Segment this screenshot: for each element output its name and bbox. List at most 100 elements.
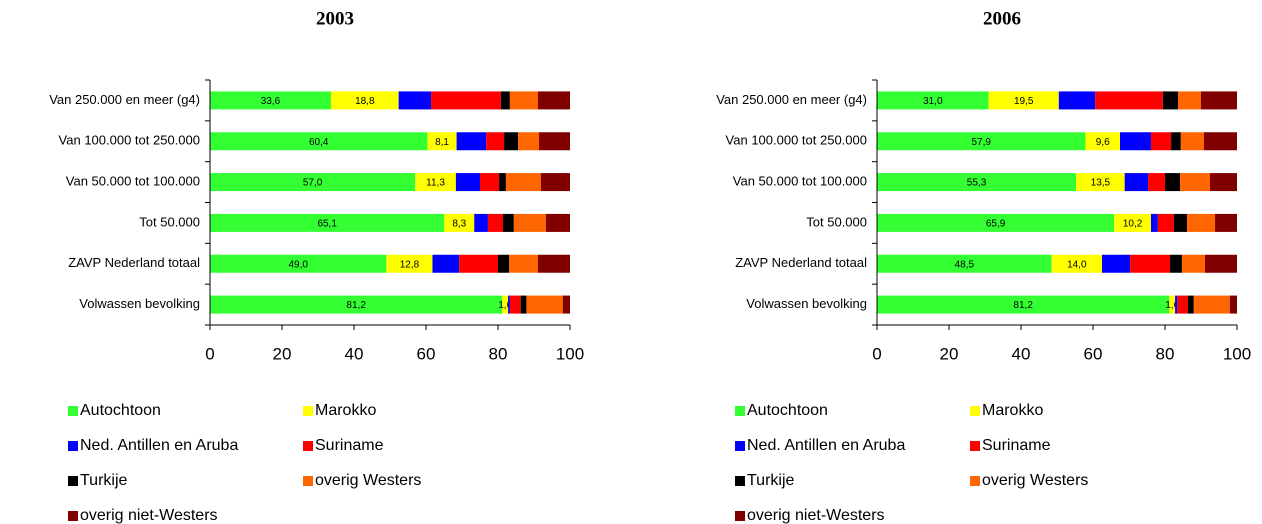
bar-segment <box>540 173 570 192</box>
bar-segment <box>1165 173 1181 192</box>
legend-label: Ned. Antillen en Aruba <box>80 437 238 454</box>
bar-segment <box>432 254 460 273</box>
bar-segment <box>877 295 1170 314</box>
legend-swatch <box>303 441 313 451</box>
data-label: 8,1 <box>435 137 449 148</box>
bar-segment <box>486 132 505 151</box>
bar-segment <box>210 295 503 314</box>
data-label: 48,5 <box>955 259 975 270</box>
data-label: 14,0 <box>1067 259 1087 270</box>
bar-segment <box>1058 91 1096 110</box>
data-label: 11,3 <box>426 178 445 189</box>
legend-swatch <box>970 476 980 486</box>
data-label: 55,3 <box>967 178 987 189</box>
bar-segment <box>427 132 457 151</box>
bar-segment <box>1174 213 1187 232</box>
bar-segment <box>1124 173 1149 192</box>
bar-segment <box>499 173 506 192</box>
legend-swatch <box>68 441 78 451</box>
x-tick-label: 60 <box>417 344 436 363</box>
data-label: 60,4 <box>309 137 329 148</box>
data-label: 49,0 <box>288 259 308 270</box>
bar-segment <box>1175 295 1178 314</box>
bar-segment <box>545 213 570 232</box>
bar-segment <box>1076 173 1125 192</box>
bar-segment <box>1120 132 1151 151</box>
bar-segment <box>474 213 488 232</box>
legend-swatch <box>68 511 78 521</box>
bar-segment <box>210 132 428 151</box>
legend-label: Autochtoon <box>747 402 828 419</box>
bar-segment <box>1157 213 1174 232</box>
legend-label: Marokko <box>315 402 376 419</box>
x-tick-label: 40 <box>1012 344 1031 363</box>
bar-segment <box>1204 254 1237 273</box>
legend-swatch <box>68 406 78 416</box>
bar-segment <box>502 295 509 314</box>
bar-segment <box>1201 91 1237 110</box>
category-label: Tot 50.000 <box>139 214 200 229</box>
legend-swatch <box>303 406 313 416</box>
legend-label: overig Westers <box>315 472 421 489</box>
legend-label: Suriname <box>982 437 1051 454</box>
bar-segment <box>1114 213 1151 232</box>
data-label: 65,9 <box>986 219 1006 230</box>
category-label: ZAVP Nederland totaal <box>735 255 867 270</box>
bar-segment <box>398 91 432 110</box>
bar-segment <box>456 132 487 151</box>
data-label: 31,0 <box>923 96 943 107</box>
legend-swatch <box>68 476 78 486</box>
data-label: 57,9 <box>971 137 991 148</box>
category-label: Van 50.000 tot 100.000 <box>733 174 867 189</box>
legend-label: Autochtoon <box>80 402 161 419</box>
legend-label: Turkije <box>747 472 795 489</box>
bar-segment <box>1177 91 1201 110</box>
bar-segment <box>1150 132 1172 151</box>
bar-segment <box>210 254 387 273</box>
legend-swatch <box>735 441 745 451</box>
x-tick-label: 80 <box>489 344 508 363</box>
category-label: Van 100.000 tot 250.000 <box>726 133 867 148</box>
bar-segment <box>210 91 331 110</box>
data-label: 18,8 <box>355 96 375 107</box>
bar-segment <box>1095 91 1163 110</box>
data-label: 12,8 <box>400 259 420 270</box>
bar-segment <box>1177 295 1189 314</box>
x-tick-label: 80 <box>1156 344 1175 363</box>
bar-segment <box>504 132 519 151</box>
category-label: ZAVP Nederland totaal <box>68 255 200 270</box>
data-label: 57,0 <box>303 178 323 189</box>
data-label: 8,3 <box>452 219 466 230</box>
chart-title: 2003 <box>316 8 354 29</box>
bar-segment <box>210 173 416 192</box>
data-label: 33,6 <box>261 96 281 107</box>
bar-segment <box>480 173 500 192</box>
bar-segment <box>1188 295 1194 314</box>
bar-segment <box>877 213 1115 232</box>
bar-segment <box>1130 254 1171 273</box>
bar-segment <box>1181 254 1205 273</box>
bar-segment <box>520 295 527 314</box>
bar-segment <box>509 295 521 314</box>
bar-segment <box>877 254 1052 273</box>
x-tick-label: 20 <box>940 344 959 363</box>
data-label: 81,2 <box>1013 300 1033 311</box>
data-label: 1,6 <box>1165 300 1179 311</box>
chart-title: 2006 <box>983 8 1021 29</box>
legend-swatch <box>970 441 980 451</box>
x-tick-label: 100 <box>1223 344 1251 363</box>
x-tick-label: 20 <box>273 344 292 363</box>
bar-segment <box>1215 213 1237 232</box>
bar-segment <box>1169 295 1176 314</box>
bar-segment <box>330 91 399 110</box>
data-label: 65,1 <box>317 219 337 230</box>
legend-swatch <box>970 406 980 416</box>
x-tick-label: 0 <box>872 344 881 363</box>
data-label: 19,5 <box>1014 96 1034 107</box>
legend-swatch <box>735 511 745 521</box>
bar-segment <box>455 173 480 192</box>
legend-label: Ned. Antillen en Aruba <box>747 437 905 454</box>
bar-segment <box>1170 254 1182 273</box>
category-label: Volwassen bevolking <box>746 296 867 311</box>
